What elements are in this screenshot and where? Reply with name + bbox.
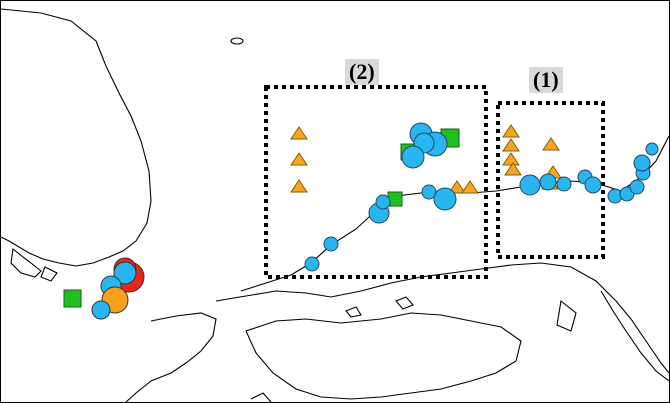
- blue-circle-marker: [323, 236, 339, 252]
- triangle-marker: [502, 124, 520, 138]
- region-box-2: [264, 85, 488, 279]
- inland-sea-island: [395, 296, 414, 310]
- blue-circle-marker: [113, 261, 137, 285]
- blue-circle-marker: [304, 256, 320, 272]
- blue-circle-marker: [539, 173, 557, 191]
- triangle-marker: [290, 126, 308, 140]
- triangle-marker: [461, 180, 479, 194]
- blue-circle-marker: [629, 179, 645, 195]
- shikoku-coastline: [245, 312, 522, 400]
- triangle-marker: [290, 152, 308, 166]
- blue-circle-marker: [584, 176, 602, 194]
- korea-island: [10, 247, 42, 278]
- blue-circle-marker: [401, 145, 425, 169]
- coastlines: [1, 8, 669, 402]
- blue-circle-marker: [375, 194, 391, 210]
- triangle-marker: [290, 179, 308, 193]
- region-box-1: [496, 101, 605, 259]
- triangle-marker: [504, 162, 522, 176]
- korea-island: [40, 266, 58, 282]
- oki-island: [230, 37, 244, 45]
- blue-circle-marker: [433, 187, 457, 211]
- triangle-marker: [542, 137, 560, 151]
- sanyo-coastline: [215, 262, 669, 374]
- region-label-2: (2): [345, 59, 379, 85]
- kyushu-coastline: [125, 312, 217, 402]
- square-marker: [63, 289, 82, 308]
- triangle-marker: [502, 152, 520, 166]
- blue-circle-marker: [645, 142, 659, 156]
- region-label-1: (1): [529, 67, 563, 93]
- inland-sea-island: [345, 306, 362, 318]
- kinki-coastline: [600, 290, 669, 382]
- blue-circle-marker: [633, 154, 651, 172]
- korea-coastline: [1, 8, 152, 267]
- west-cluster: [91, 257, 145, 320]
- blue-circle-marker: [556, 176, 572, 192]
- blue-circle-marker: [519, 174, 541, 196]
- triangle-marker: [448, 180, 466, 194]
- blue-circle-markers: [304, 122, 659, 272]
- awaji-island: [556, 299, 577, 332]
- blue-circle-marker: [91, 300, 111, 320]
- triangle-marker: [502, 138, 520, 152]
- kyushu-island: [250, 392, 272, 402]
